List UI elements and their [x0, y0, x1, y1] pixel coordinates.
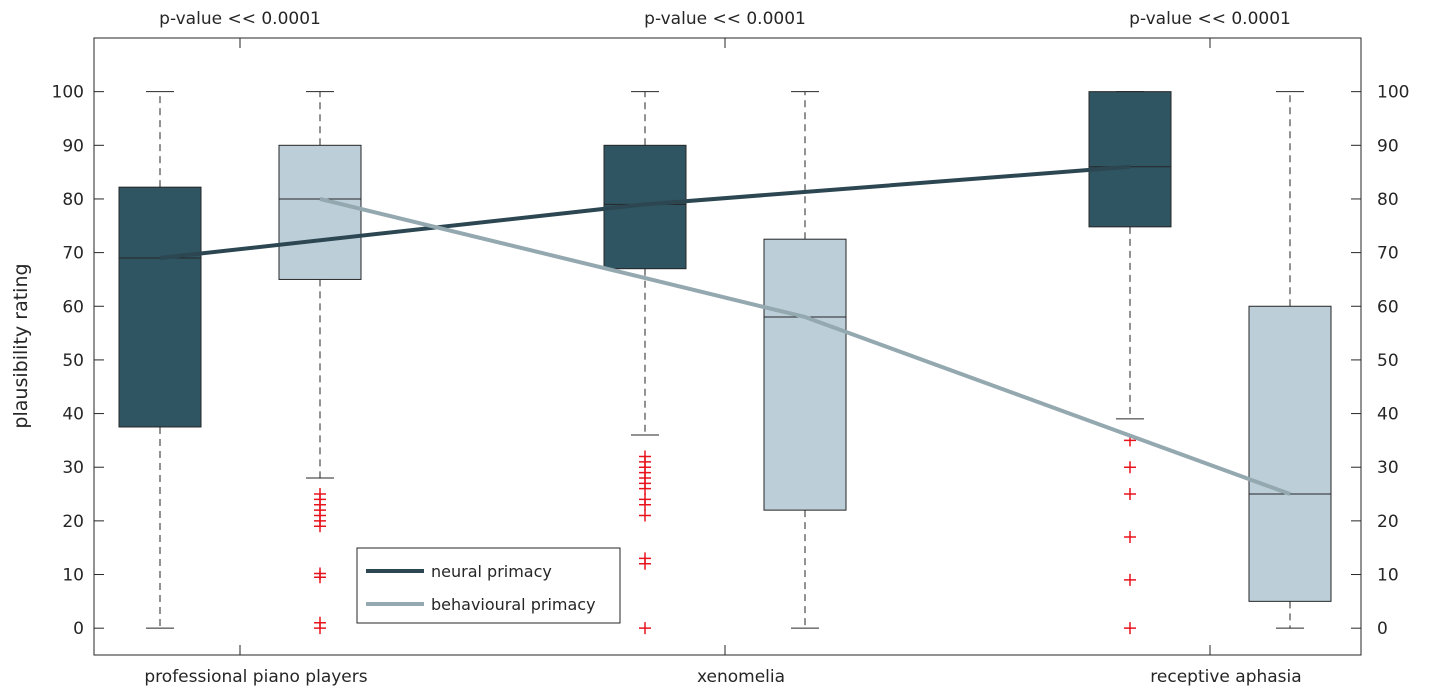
y-tick-label-left: 60 [62, 297, 84, 317]
x-tick-label: receptive aphasia [1150, 667, 1301, 687]
y-tick-label-left: 40 [62, 405, 84, 425]
outlier-marker [1124, 461, 1136, 474]
box-body [1088, 91, 1172, 228]
outlier-marker [639, 450, 651, 463]
legend-box [356, 547, 621, 624]
p-value-label: p-value << 0.0001 [644, 9, 806, 29]
outlier-marker [1124, 530, 1136, 543]
boxes [118, 91, 1332, 635]
x-tick-label: professional piano players [144, 667, 367, 687]
plot-area-frame [93, 37, 1362, 656]
y-tick-label-right: 0 [1377, 619, 1388, 639]
trend-line-behavioural-primacy [319, 197, 1291, 496]
box-behavioural-0 [278, 91, 362, 635]
y-tick-label-right: 70 [1377, 244, 1399, 264]
outlier-marker [1124, 488, 1136, 501]
y-tick-label-right: 20 [1377, 512, 1399, 532]
outlier-marker [1124, 622, 1136, 635]
box-body [1248, 305, 1332, 602]
p-value-labels: p-value << 0.0001 p-value << 0.0001 p-valu… [159, 9, 1291, 29]
box-behavioural-1 [763, 91, 847, 629]
y-axis-label: plausibility rating [10, 263, 32, 428]
y-tick-label-left: 50 [62, 351, 84, 371]
outlier-marker [1124, 573, 1136, 586]
y-tick-label-right: 50 [1377, 351, 1399, 371]
outlier-marker [314, 567, 326, 580]
y-tick-label-right: 80 [1377, 190, 1399, 210]
legend-label-neural-primacy: neural primacy [431, 562, 552, 581]
y-tick-label-right: 30 [1377, 458, 1399, 478]
y-tick-label-left: 20 [62, 512, 84, 532]
y-tick-label-left: 70 [62, 244, 84, 264]
x-tick-label: xenomelia [697, 667, 785, 687]
box-body [118, 186, 202, 428]
legend-label-behavioural-primacy: behavioural primacy [431, 595, 596, 614]
outlier-marker [314, 488, 326, 501]
box-neural-0 [118, 91, 202, 629]
outlier-marker [639, 509, 651, 522]
y-tick-label-left: 80 [62, 190, 84, 210]
p-value-label: p-value << 0.0001 [1129, 9, 1291, 29]
y-tick-label-left: 90 [62, 136, 84, 156]
y-tick-label-right: 90 [1377, 136, 1399, 156]
box-neural-2 [1088, 91, 1172, 635]
box-behavioural-2 [1248, 91, 1332, 629]
box-body [278, 144, 362, 280]
y-tick-label-left: 10 [62, 566, 84, 586]
outlier-marker [639, 622, 651, 635]
y-tick-label-left: 100 [52, 83, 84, 103]
axes: 0 0 10 10 20 20 30 30 40 40 50 50 60 60 70 70 80 80 90 90 10… [52, 38, 1409, 687]
y-tick-label-left: 30 [62, 458, 84, 478]
y-tick-label-right: 40 [1377, 405, 1399, 425]
legend: neural primacy behavioural primacy [356, 547, 621, 624]
outlier-marker [639, 493, 651, 506]
y-tick-label-right: 10 [1377, 566, 1399, 586]
y-tick-label-right: 60 [1377, 297, 1399, 317]
trend-line-neural-primacy [159, 164, 1131, 260]
median-trend-lines [159, 164, 1291, 496]
y-tick-label-left: 0 [73, 619, 84, 639]
outlier-marker [314, 616, 326, 629]
p-value-label: p-value << 0.0001 [159, 9, 321, 29]
box-body [763, 238, 847, 511]
outlier-marker [639, 552, 651, 565]
y-tick-label-right: 100 [1377, 83, 1409, 103]
